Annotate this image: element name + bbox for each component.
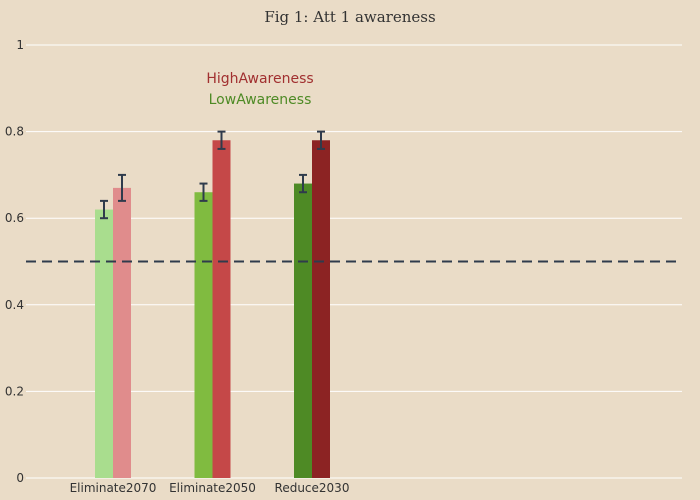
bar-lowawareness-eliminate2070[interactable] (95, 209, 113, 479)
bar-highawareness-eliminate2050[interactable] (212, 140, 231, 478)
bars (95, 140, 330, 479)
error-bar-lowawareness-eliminate2070 (100, 199, 108, 220)
bar-highawareness-eliminate2070[interactable] (113, 187, 131, 478)
error-bar-highawareness-eliminate2050 (217, 130, 226, 150)
error-bar-lowawareness-eliminate2050 (199, 182, 208, 202)
error-bar-highawareness-reduce2030 (317, 130, 325, 150)
legend-item-highawareness[interactable]: HighAwareness (206, 71, 313, 87)
error-bars (100, 130, 325, 220)
error-bar-lowawareness-reduce2030 (299, 173, 307, 194)
grid-lines (26, 44, 682, 479)
y-tick-label: 1 (16, 38, 24, 52)
x-tick-label: Reduce2030 (275, 481, 350, 495)
legend[interactable]: HighAwareness LowAwareness (206, 71, 313, 108)
error-bar-highawareness-eliminate2070 (118, 173, 126, 202)
y-tick-label: 0.8 (5, 125, 24, 139)
y-axis: 0 0.2 0.4 0.6 0.8 1 (5, 38, 24, 485)
y-tick-label: 0 (16, 471, 24, 485)
legend-item-lowawareness[interactable]: LowAwareness (209, 92, 312, 108)
x-axis: Eliminate2070 Eliminate2050 Reduce2030 (70, 481, 350, 495)
chart-title: Fig 1: Att 1 awareness (264, 8, 435, 26)
bar-lowawareness-eliminate2050[interactable] (194, 192, 213, 478)
y-tick-label: 0.4 (5, 298, 24, 312)
bar-lowawareness-reduce2030[interactable] (294, 183, 312, 478)
bar-highawareness-reduce2030[interactable] (312, 140, 330, 478)
x-tick-label: Eliminate2070 (70, 481, 157, 495)
y-tick-label: 0.2 (5, 384, 24, 398)
y-tick-label: 0.6 (5, 211, 24, 225)
x-tick-label: Eliminate2050 (169, 481, 256, 495)
